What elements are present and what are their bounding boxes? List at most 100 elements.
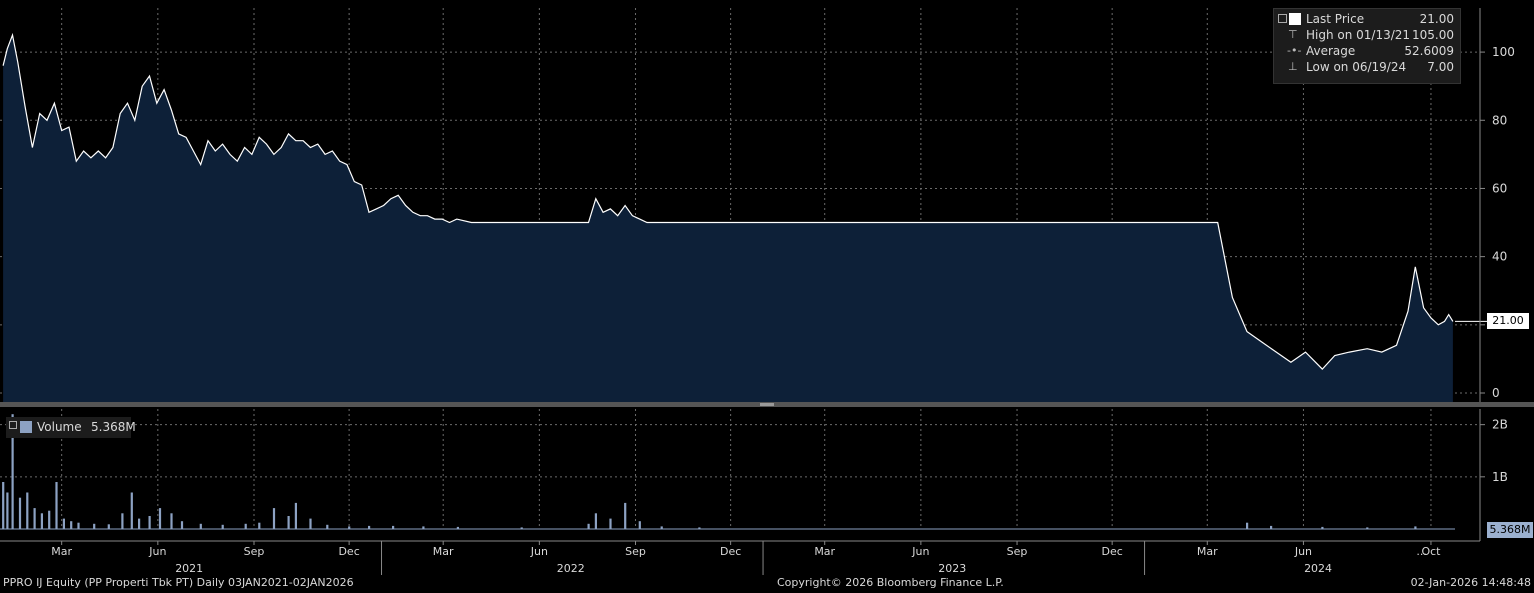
volume-bar: [638, 521, 641, 529]
volume-bar: [244, 523, 247, 529]
volume-bar: [121, 513, 124, 529]
volume-bar: [170, 513, 173, 529]
legend-average-label: Average: [1306, 44, 1356, 58]
volume-bar: [180, 521, 184, 529]
legend-high-label: High on 01/13/21: [1306, 28, 1411, 42]
x-month-label: Sep: [1007, 545, 1028, 558]
legend-high-value: 105.00: [1412, 28, 1454, 42]
x-year-label: 2022: [557, 562, 585, 575]
x-month-label: Mar: [1197, 545, 1218, 558]
volume-bar: [148, 516, 151, 529]
legend-low-label: Low on 06/19/24: [1306, 60, 1407, 74]
volume-bar: [272, 508, 276, 529]
legend-last-price-value: 21.00: [1419, 12, 1454, 26]
collapse-icon[interactable]: [1278, 14, 1287, 23]
x-month-label: Dec: [720, 545, 741, 558]
panel-divider-handle[interactable]: [760, 403, 774, 406]
legend-average: -•- Average 52.6009: [1274, 44, 1460, 60]
volume-bar: [348, 526, 351, 529]
footer-security-description: PPRO IJ Equity (PP Properti Tbk PT) Dail…: [3, 576, 354, 589]
price-area-fill: [3, 35, 1453, 403]
price-line[interactable]: [2, 32, 1454, 370]
price-panel: [2, 32, 1454, 403]
volume-bar: [18, 497, 22, 529]
x-year-label: 2023: [938, 562, 966, 575]
volume-bar: [138, 518, 141, 529]
x-month-label: Mar: [51, 545, 72, 558]
volume-bar: [624, 502, 627, 529]
volume-bar: [26, 492, 29, 529]
footer-copyright: Copyright© 2026 Bloomberg Finance L.P.: [777, 576, 1004, 589]
volume-bar: [199, 523, 202, 529]
collapse-icon[interactable]: [9, 421, 17, 429]
volume-bar: [33, 508, 36, 529]
price-y-tick-label: 60: [1492, 181, 1507, 195]
volume-bar: [62, 518, 65, 529]
volume-bar: [594, 513, 597, 529]
last-price-tag: 21.00: [1487, 313, 1529, 330]
volume-bar: [326, 524, 329, 529]
price-legend[interactable]: Last Price 21.00 ⊤ High on 01/13/21 105.…: [1273, 8, 1461, 84]
price-y-tick-label: 80: [1492, 113, 1507, 127]
x-month-label: Sep: [625, 545, 646, 558]
volume-bar: [70, 521, 73, 529]
price-y-tick-label: 100: [1492, 45, 1515, 59]
volume-bar: [1246, 522, 1249, 529]
volume-bar: [294, 502, 297, 529]
volume-y-tick-label: 2B: [1492, 418, 1508, 432]
volume-bar: [258, 522, 261, 529]
volume-legend-label: Volume: [37, 420, 82, 434]
x-month-label: Mar: [433, 545, 454, 558]
volume-bar: [48, 510, 51, 529]
x-month-label: Oct: [1421, 545, 1441, 558]
volume-bar: [2, 482, 5, 529]
volume-panel: [0, 414, 1455, 530]
x-month-label: Jun: [911, 545, 929, 558]
legend-low-value: 7.00: [1427, 60, 1454, 74]
footer-timestamp: 02-Jan-2026 14:48:48: [1410, 576, 1531, 589]
volume-bar: [11, 414, 14, 529]
volume-bar: [422, 526, 425, 529]
low-marker-icon: ⊥: [1288, 60, 1298, 73]
high-marker-icon: ⊤: [1288, 28, 1298, 41]
legend-average-value: 52.6009: [1404, 44, 1454, 58]
volume-y-tick-label: 1B: [1492, 470, 1508, 484]
x-year-label: 2024: [1304, 562, 1332, 575]
volume-bar: [77, 522, 80, 529]
volume-bar: [309, 518, 312, 529]
volume-swatch-icon: [20, 421, 32, 433]
x-year-label: 2021: [175, 562, 203, 575]
x-month-label: Dec: [1102, 545, 1123, 558]
average-marker-icon: -•-: [1287, 44, 1302, 57]
x-month-label: Jun: [148, 545, 166, 558]
volume-bar: [55, 482, 58, 529]
volume-bar: [456, 526, 459, 529]
volume-bar: [107, 524, 110, 529]
volume-legend[interactable]: Volume 5.368M: [6, 417, 136, 438]
volume-bar: [698, 527, 701, 529]
volume-bar: [368, 525, 371, 529]
last-volume-tag: 5.368M: [1487, 522, 1533, 538]
volume-bar: [158, 508, 162, 529]
volume-bar: [587, 523, 590, 529]
square-swatch-icon: [1289, 13, 1301, 25]
volume-bar: [609, 518, 612, 529]
x-ellipsis-label: ...: [1416, 545, 1427, 558]
x-month-label: Jun: [530, 545, 548, 558]
legend-last-price: Last Price 21.00: [1274, 12, 1460, 28]
legend-high: ⊤ High on 01/13/21 105.00: [1274, 28, 1460, 44]
volume-bar: [660, 526, 663, 529]
volume-bar: [221, 524, 224, 529]
volume-legend-value: 5.368M: [91, 420, 136, 434]
volume-bar: [392, 525, 395, 529]
x-month-label: Dec: [338, 545, 359, 558]
volume-bar: [1414, 526, 1417, 529]
volume-bar: [1270, 525, 1273, 529]
legend-last-price-label: Last Price: [1306, 12, 1365, 26]
x-month-label: Jun: [1294, 545, 1312, 558]
legend-low: ⊥ Low on 06/19/24 7.00: [1274, 60, 1460, 76]
x-month-label: Sep: [244, 545, 265, 558]
volume-bar: [1366, 527, 1369, 529]
volume-bar: [6, 492, 9, 529]
